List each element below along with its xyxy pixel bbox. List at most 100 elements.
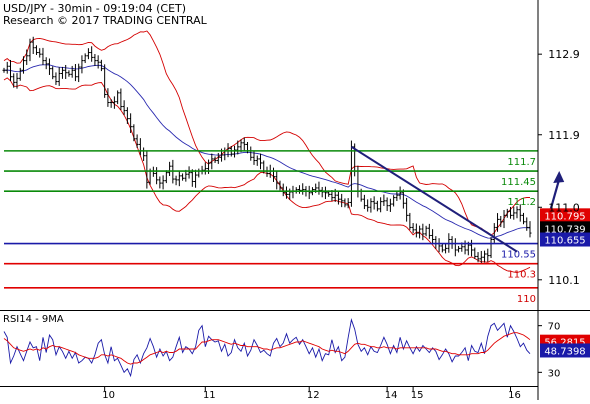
- price-bar: [77, 64, 80, 82]
- price-y-tick-label: 110.1: [548, 274, 580, 287]
- price-bar: [464, 240, 467, 254]
- price-bar: [490, 237, 493, 258]
- rsi-title: RSI14 - 9MA: [3, 314, 64, 325]
- price-bar: [175, 176, 178, 186]
- price-bar: [256, 156, 259, 166]
- price-bar: [201, 166, 204, 175]
- price-bar: [321, 187, 324, 197]
- price-bar: [145, 150, 148, 188]
- price-bar: [382, 195, 385, 206]
- price-bar: [45, 57, 48, 69]
- price-bar: [363, 195, 366, 209]
- price-bar: [181, 173, 184, 180]
- price-bar: [454, 238, 457, 256]
- price-bar: [428, 224, 431, 239]
- price-bar: [298, 185, 301, 194]
- price-bar: [366, 199, 369, 211]
- price-bar: [197, 169, 200, 178]
- price-bar: [278, 181, 281, 191]
- price-bar: [392, 195, 395, 206]
- price-bar: [103, 64, 106, 98]
- price-bar: [41, 48, 44, 65]
- price-bar: [80, 55, 83, 73]
- level-label: 110: [517, 294, 536, 305]
- price-bar: [67, 70, 70, 76]
- price-panel: 111.7111.45111.2110.55110.3110110.795110…: [3, 31, 590, 305]
- price-bar: [438, 238, 441, 252]
- price-bar: [210, 154, 213, 170]
- price-bar: [389, 199, 392, 212]
- price-bar: [444, 244, 447, 253]
- price-bar: [425, 226, 428, 236]
- price-bar: [90, 46, 93, 61]
- price-bar: [512, 207, 515, 220]
- price-bar: [529, 221, 532, 237]
- price-bar: [434, 236, 437, 249]
- price-bar: [399, 186, 402, 199]
- price-bar: [441, 244, 444, 253]
- x-tick-label: 12: [307, 390, 320, 400]
- x-tick-label: 16: [508, 390, 521, 400]
- price-bar: [405, 198, 408, 222]
- price-bar: [451, 236, 454, 249]
- level-label: 110.55: [501, 250, 536, 261]
- x-tick-label: 14: [385, 390, 398, 400]
- price-bar: [165, 170, 168, 183]
- price-bar: [204, 162, 207, 174]
- price-bar: [473, 248, 476, 259]
- price-bar: [301, 183, 304, 194]
- price-bar: [123, 100, 126, 115]
- price-bar: [340, 194, 343, 207]
- price-bar: [317, 182, 320, 195]
- price-bar: [48, 59, 51, 75]
- price-bar: [415, 224, 418, 238]
- price-bar: [191, 169, 194, 187]
- price-bar: [113, 96, 116, 108]
- projection-arrow-head: [553, 171, 564, 183]
- price-bar: [408, 213, 411, 230]
- price-bar: [162, 175, 165, 189]
- price-bar: [110, 99, 113, 108]
- price-bar: [493, 223, 496, 243]
- price-bar: [457, 246, 460, 252]
- price-bar: [249, 147, 252, 161]
- price-bar: [395, 191, 398, 201]
- price-bar: [87, 48, 90, 59]
- price-bar: [12, 73, 15, 87]
- price-bar: [373, 196, 376, 209]
- bollinger-upper-line: [4, 31, 530, 235]
- price-bar: [6, 62, 9, 74]
- price-bar: [421, 224, 424, 240]
- price-bar: [64, 65, 67, 79]
- x-tick-label: 11: [203, 390, 216, 400]
- price-bar: [106, 88, 109, 107]
- level-label: 110.3: [507, 270, 536, 281]
- price-bar: [178, 171, 181, 187]
- trend-line: [351, 147, 517, 252]
- price-bar: [158, 176, 161, 188]
- price-bar: [61, 67, 64, 79]
- x-tick-label: 15: [411, 390, 424, 400]
- price-bar: [272, 168, 275, 182]
- price-bar: [369, 198, 372, 212]
- price-bar: [243, 137, 246, 150]
- price-bar: [126, 107, 129, 124]
- level-label: 111.45: [501, 177, 536, 188]
- rsi-y-tick-label: 70: [548, 322, 561, 333]
- price-bar: [376, 201, 379, 211]
- rsi-tag: 48.7398: [540, 343, 590, 357]
- price-bar: [168, 162, 171, 176]
- price-bar: [129, 113, 132, 133]
- price-bar: [308, 186, 311, 199]
- price-bar: [116, 90, 119, 104]
- price-bar: [3, 68, 6, 73]
- price-tag-label: 110.655: [544, 236, 585, 247]
- price-bar: [71, 66, 74, 78]
- price-bar: [503, 210, 506, 228]
- x-tick-label: 10: [102, 390, 115, 400]
- price-bar: [38, 48, 41, 57]
